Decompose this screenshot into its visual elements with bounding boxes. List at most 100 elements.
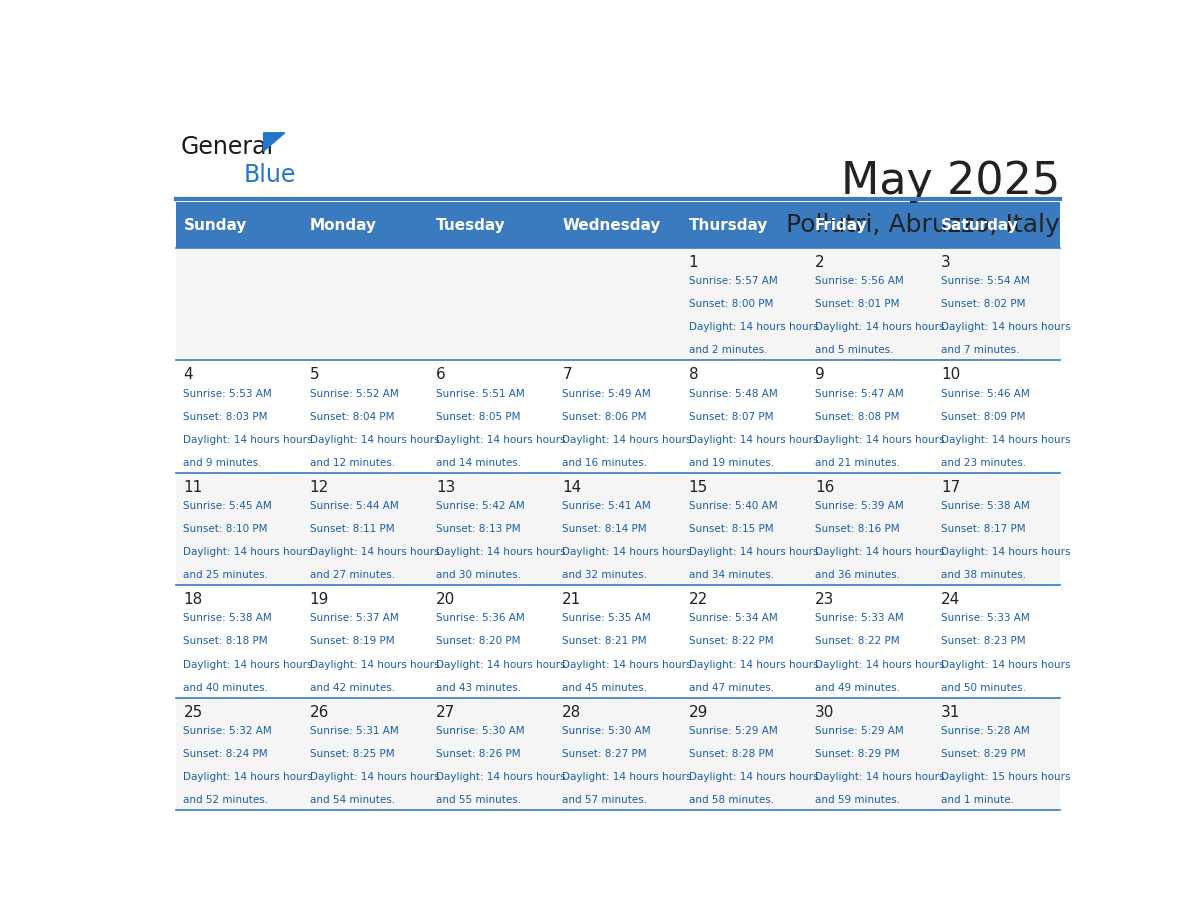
- Text: and 16 minutes.: and 16 minutes.: [562, 458, 647, 468]
- Text: Wednesday: Wednesday: [562, 218, 661, 232]
- Text: Sunset: 8:20 PM: Sunset: 8:20 PM: [436, 636, 520, 646]
- Text: Sunrise: 5:29 AM: Sunrise: 5:29 AM: [815, 726, 904, 736]
- Text: May 2025: May 2025: [841, 160, 1060, 203]
- Text: Sunset: 8:17 PM: Sunset: 8:17 PM: [941, 524, 1025, 534]
- Text: Sunrise: 5:41 AM: Sunrise: 5:41 AM: [562, 501, 651, 511]
- Text: and 1 minute.: and 1 minute.: [941, 795, 1015, 805]
- Text: Daylight: 14 hours hours: Daylight: 14 hours hours: [436, 772, 565, 782]
- Text: 15: 15: [689, 480, 708, 495]
- Text: Sunset: 8:07 PM: Sunset: 8:07 PM: [689, 411, 773, 421]
- Text: Daylight: 14 hours hours: Daylight: 14 hours hours: [815, 659, 944, 669]
- Text: Sunset: 8:18 PM: Sunset: 8:18 PM: [183, 636, 268, 646]
- Text: Daylight: 14 hours hours: Daylight: 14 hours hours: [815, 435, 944, 444]
- Text: Daylight: 14 hours hours: Daylight: 14 hours hours: [941, 322, 1070, 332]
- FancyBboxPatch shape: [934, 202, 1060, 248]
- FancyBboxPatch shape: [176, 361, 1060, 473]
- Text: Sunset: 8:02 PM: Sunset: 8:02 PM: [941, 299, 1025, 309]
- Text: Sunset: 8:16 PM: Sunset: 8:16 PM: [815, 524, 899, 534]
- Text: 22: 22: [689, 592, 708, 607]
- Text: 31: 31: [941, 705, 960, 720]
- Text: and 47 minutes.: and 47 minutes.: [689, 683, 773, 692]
- Text: and 55 minutes.: and 55 minutes.: [436, 795, 522, 805]
- Text: and 52 minutes.: and 52 minutes.: [183, 795, 268, 805]
- Text: Daylight: 14 hours hours: Daylight: 14 hours hours: [183, 435, 312, 444]
- FancyBboxPatch shape: [429, 202, 555, 248]
- Text: and 57 minutes.: and 57 minutes.: [562, 795, 647, 805]
- Text: Sunrise: 5:36 AM: Sunrise: 5:36 AM: [436, 613, 525, 623]
- Text: Sunrise: 5:30 AM: Sunrise: 5:30 AM: [436, 726, 525, 736]
- Text: Sunset: 8:00 PM: Sunset: 8:00 PM: [689, 299, 773, 309]
- Text: Sunrise: 5:42 AM: Sunrise: 5:42 AM: [436, 501, 525, 511]
- Text: Sunset: 8:08 PM: Sunset: 8:08 PM: [815, 411, 899, 421]
- FancyBboxPatch shape: [176, 202, 303, 248]
- Text: Daylight: 14 hours hours: Daylight: 14 hours hours: [941, 659, 1070, 669]
- Text: and 32 minutes.: and 32 minutes.: [562, 570, 647, 580]
- Text: 20: 20: [436, 592, 455, 607]
- Text: Sunrise: 5:37 AM: Sunrise: 5:37 AM: [310, 613, 398, 623]
- Text: 17: 17: [941, 480, 960, 495]
- Text: and 40 minutes.: and 40 minutes.: [183, 683, 268, 692]
- Text: Sunrise: 5:38 AM: Sunrise: 5:38 AM: [183, 613, 272, 623]
- Text: and 49 minutes.: and 49 minutes.: [815, 683, 901, 692]
- Text: Sunrise: 5:39 AM: Sunrise: 5:39 AM: [815, 501, 904, 511]
- Text: Daylight: 14 hours hours: Daylight: 14 hours hours: [562, 772, 691, 782]
- Text: Sunrise: 5:57 AM: Sunrise: 5:57 AM: [689, 276, 777, 286]
- Text: 13: 13: [436, 480, 455, 495]
- Text: Sunset: 8:27 PM: Sunset: 8:27 PM: [562, 749, 647, 759]
- Text: and 43 minutes.: and 43 minutes.: [436, 683, 522, 692]
- Text: 21: 21: [562, 592, 582, 607]
- Text: Friday: Friday: [815, 218, 867, 232]
- Text: Daylight: 14 hours hours: Daylight: 14 hours hours: [310, 547, 440, 557]
- Text: Sunrise: 5:46 AM: Sunrise: 5:46 AM: [941, 388, 1030, 398]
- Text: Sunset: 8:21 PM: Sunset: 8:21 PM: [562, 636, 647, 646]
- Text: Sunrise: 5:49 AM: Sunrise: 5:49 AM: [562, 388, 651, 398]
- Text: and 21 minutes.: and 21 minutes.: [815, 458, 901, 468]
- Text: 12: 12: [310, 480, 329, 495]
- Text: and 58 minutes.: and 58 minutes.: [689, 795, 773, 805]
- FancyBboxPatch shape: [303, 202, 429, 248]
- Text: Sunset: 8:26 PM: Sunset: 8:26 PM: [436, 749, 520, 759]
- Text: Monday: Monday: [310, 218, 377, 232]
- Text: and 59 minutes.: and 59 minutes.: [815, 795, 901, 805]
- Text: Daylight: 14 hours hours: Daylight: 14 hours hours: [310, 435, 440, 444]
- Text: Daylight: 14 hours hours: Daylight: 14 hours hours: [183, 772, 312, 782]
- Text: Daylight: 14 hours hours: Daylight: 14 hours hours: [183, 547, 312, 557]
- Text: Daylight: 14 hours hours: Daylight: 14 hours hours: [436, 435, 565, 444]
- Text: 26: 26: [310, 705, 329, 720]
- Text: Sunset: 8:13 PM: Sunset: 8:13 PM: [436, 524, 520, 534]
- Text: Daylight: 14 hours hours: Daylight: 14 hours hours: [941, 435, 1070, 444]
- Text: Sunrise: 5:45 AM: Sunrise: 5:45 AM: [183, 501, 272, 511]
- Text: 19: 19: [310, 592, 329, 607]
- Text: Sunset: 8:22 PM: Sunset: 8:22 PM: [815, 636, 899, 646]
- Text: Saturday: Saturday: [941, 218, 1019, 232]
- Text: Pollutri, Abruzzo, Italy: Pollutri, Abruzzo, Italy: [786, 213, 1060, 237]
- Text: Sunset: 8:28 PM: Sunset: 8:28 PM: [689, 749, 773, 759]
- Text: and 25 minutes.: and 25 minutes.: [183, 570, 268, 580]
- Text: Blue: Blue: [244, 163, 296, 187]
- Text: Daylight: 15 hours hours: Daylight: 15 hours hours: [941, 772, 1070, 782]
- Text: Sunrise: 5:35 AM: Sunrise: 5:35 AM: [562, 613, 651, 623]
- Text: 24: 24: [941, 592, 960, 607]
- Text: Sunset: 8:05 PM: Sunset: 8:05 PM: [436, 411, 520, 421]
- FancyBboxPatch shape: [176, 473, 1060, 585]
- Text: Sunset: 8:11 PM: Sunset: 8:11 PM: [310, 524, 394, 534]
- Text: and 50 minutes.: and 50 minutes.: [941, 683, 1026, 692]
- Text: Sunrise: 5:53 AM: Sunrise: 5:53 AM: [183, 388, 272, 398]
- Text: Daylight: 14 hours hours: Daylight: 14 hours hours: [436, 547, 565, 557]
- Text: and 27 minutes.: and 27 minutes.: [310, 570, 394, 580]
- Text: Sunrise: 5:30 AM: Sunrise: 5:30 AM: [562, 726, 651, 736]
- Text: Sunset: 8:29 PM: Sunset: 8:29 PM: [815, 749, 899, 759]
- Text: and 30 minutes.: and 30 minutes.: [436, 570, 522, 580]
- Text: Sunrise: 5:54 AM: Sunrise: 5:54 AM: [941, 276, 1030, 286]
- Text: Sunday: Sunday: [183, 218, 247, 232]
- Text: Sunset: 8:23 PM: Sunset: 8:23 PM: [941, 636, 1025, 646]
- Text: and 5 minutes.: and 5 minutes.: [815, 345, 893, 355]
- Text: Sunset: 8:25 PM: Sunset: 8:25 PM: [310, 749, 394, 759]
- Text: Daylight: 14 hours hours: Daylight: 14 hours hours: [310, 659, 440, 669]
- Text: 2: 2: [815, 255, 824, 270]
- Text: and 34 minutes.: and 34 minutes.: [689, 570, 773, 580]
- Text: Sunset: 8:04 PM: Sunset: 8:04 PM: [310, 411, 394, 421]
- Text: and 7 minutes.: and 7 minutes.: [941, 345, 1019, 355]
- FancyBboxPatch shape: [176, 585, 1060, 698]
- Text: 10: 10: [941, 367, 960, 383]
